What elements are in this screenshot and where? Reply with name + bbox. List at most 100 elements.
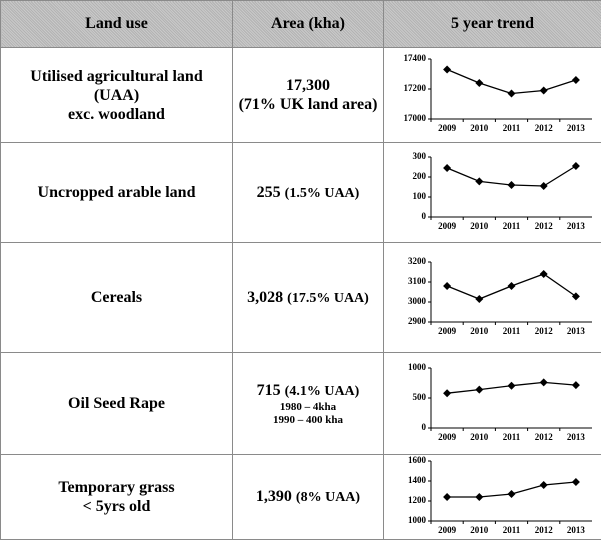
area-note: (71% UK land area)	[233, 95, 383, 114]
land-use-cell: Oil Seed Rape	[1, 353, 233, 455]
x-tick-label: 2011	[502, 221, 520, 231]
x-tick-label: 2010	[470, 432, 489, 442]
x-tick-label: 2009	[438, 123, 457, 133]
data-point	[475, 79, 483, 87]
data-point	[507, 181, 515, 189]
data-point	[571, 76, 579, 84]
y-tick-label: 1000	[408, 515, 427, 525]
data-point	[539, 87, 547, 95]
area-cell: 17,300(71% UK land area)	[233, 48, 384, 143]
data-point	[507, 490, 515, 498]
data-point	[443, 389, 451, 397]
data-point	[539, 481, 547, 489]
y-tick-label: 3100	[408, 276, 427, 286]
x-tick-label: 2012	[534, 525, 553, 535]
x-tick-label: 2012	[534, 123, 553, 133]
x-tick-label: 2011	[502, 326, 520, 336]
data-point	[443, 66, 451, 74]
data-point	[443, 493, 451, 501]
data-point	[539, 270, 547, 278]
y-tick-label: 2900	[408, 316, 427, 326]
trend-chart: 17000 17200 17400 2009 2010 2011 2012 2013	[387, 53, 599, 137]
x-tick-label: 2009	[438, 221, 457, 231]
land-use-line: exc. woodland	[1, 105, 232, 124]
area-value: 17,300	[286, 77, 330, 94]
data-point	[571, 381, 579, 389]
table-row: Utilised agricultural land(UAA)exc. wood…	[1, 48, 601, 143]
y-tick-label: 17000	[403, 113, 426, 123]
land-use-line: Uncropped arable land	[1, 183, 232, 202]
area-cell: 3,028 (17.5% UAA)	[233, 243, 384, 353]
y-tick-label: 0	[421, 422, 426, 432]
y-tick-label: 3000	[408, 296, 427, 306]
x-tick-label: 2010	[470, 221, 489, 231]
land-use-line: Utilised agricultural land	[1, 67, 232, 86]
x-tick-label: 2010	[470, 326, 489, 336]
y-tick-label: 17400	[403, 53, 426, 63]
land-use-line: Cereals	[1, 288, 232, 307]
x-tick-label: 2013	[566, 432, 585, 442]
y-tick-label: 1200	[408, 495, 427, 505]
area-note: (17.5% UAA)	[287, 291, 369, 306]
data-point	[539, 378, 547, 386]
area-value: 1,390	[256, 488, 292, 505]
y-tick-label: 500	[412, 392, 426, 402]
area-note: (1.5% UAA)	[285, 186, 360, 201]
data-point	[475, 385, 483, 393]
data-point	[507, 282, 515, 290]
x-tick-label: 2010	[470, 123, 489, 133]
header-cell: 5 year trend	[384, 1, 601, 48]
data-point	[443, 164, 451, 172]
area-value: 255	[257, 184, 281, 201]
area-history: 1980 – 4kha	[233, 401, 383, 414]
y-tick-label: 200	[412, 171, 426, 181]
x-tick-label: 2012	[534, 432, 553, 442]
y-tick-label: 1400	[408, 475, 427, 485]
x-tick-label: 2011	[502, 123, 520, 133]
trend-cell: 17000 17200 17400 2009 2010 2011 2012 2013	[384, 48, 601, 143]
land-use-line: < 5yrs old	[1, 497, 232, 516]
y-tick-label: 100	[412, 191, 426, 201]
land-use-line: Oil Seed Rape	[1, 394, 232, 413]
data-point	[475, 177, 483, 185]
x-tick-label: 2013	[566, 123, 585, 133]
x-tick-label: 2012	[534, 326, 553, 336]
x-tick-label: 2013	[566, 221, 585, 231]
area-value: 715	[257, 382, 281, 399]
area-note: (4.1% UAA)	[285, 384, 360, 399]
y-tick-label: 17200	[403, 83, 426, 93]
header-cell: Land use	[1, 1, 233, 48]
data-point	[571, 478, 579, 486]
land-use-line: (UAA)	[1, 86, 232, 105]
area-cell: 1,390 (8% UAA)	[233, 455, 384, 540]
area-cell: 255 (1.5% UAA)	[233, 143, 384, 243]
area-note: (8% UAA)	[296, 490, 360, 505]
data-point	[571, 292, 579, 300]
data-point	[507, 90, 515, 98]
y-tick-label: 1000	[408, 362, 427, 372]
x-tick-label: 2009	[438, 525, 457, 535]
land-use-cell: Utilised agricultural land(UAA)exc. wood…	[1, 48, 233, 143]
data-point	[539, 182, 547, 190]
x-tick-label: 2012	[534, 221, 553, 231]
area-value: 3,028	[247, 289, 283, 306]
data-point	[507, 381, 515, 389]
y-tick-label: 1600	[408, 455, 427, 465]
x-tick-label: 2011	[502, 432, 520, 442]
land-use-cell: Temporary grass< 5yrs old	[1, 455, 233, 540]
